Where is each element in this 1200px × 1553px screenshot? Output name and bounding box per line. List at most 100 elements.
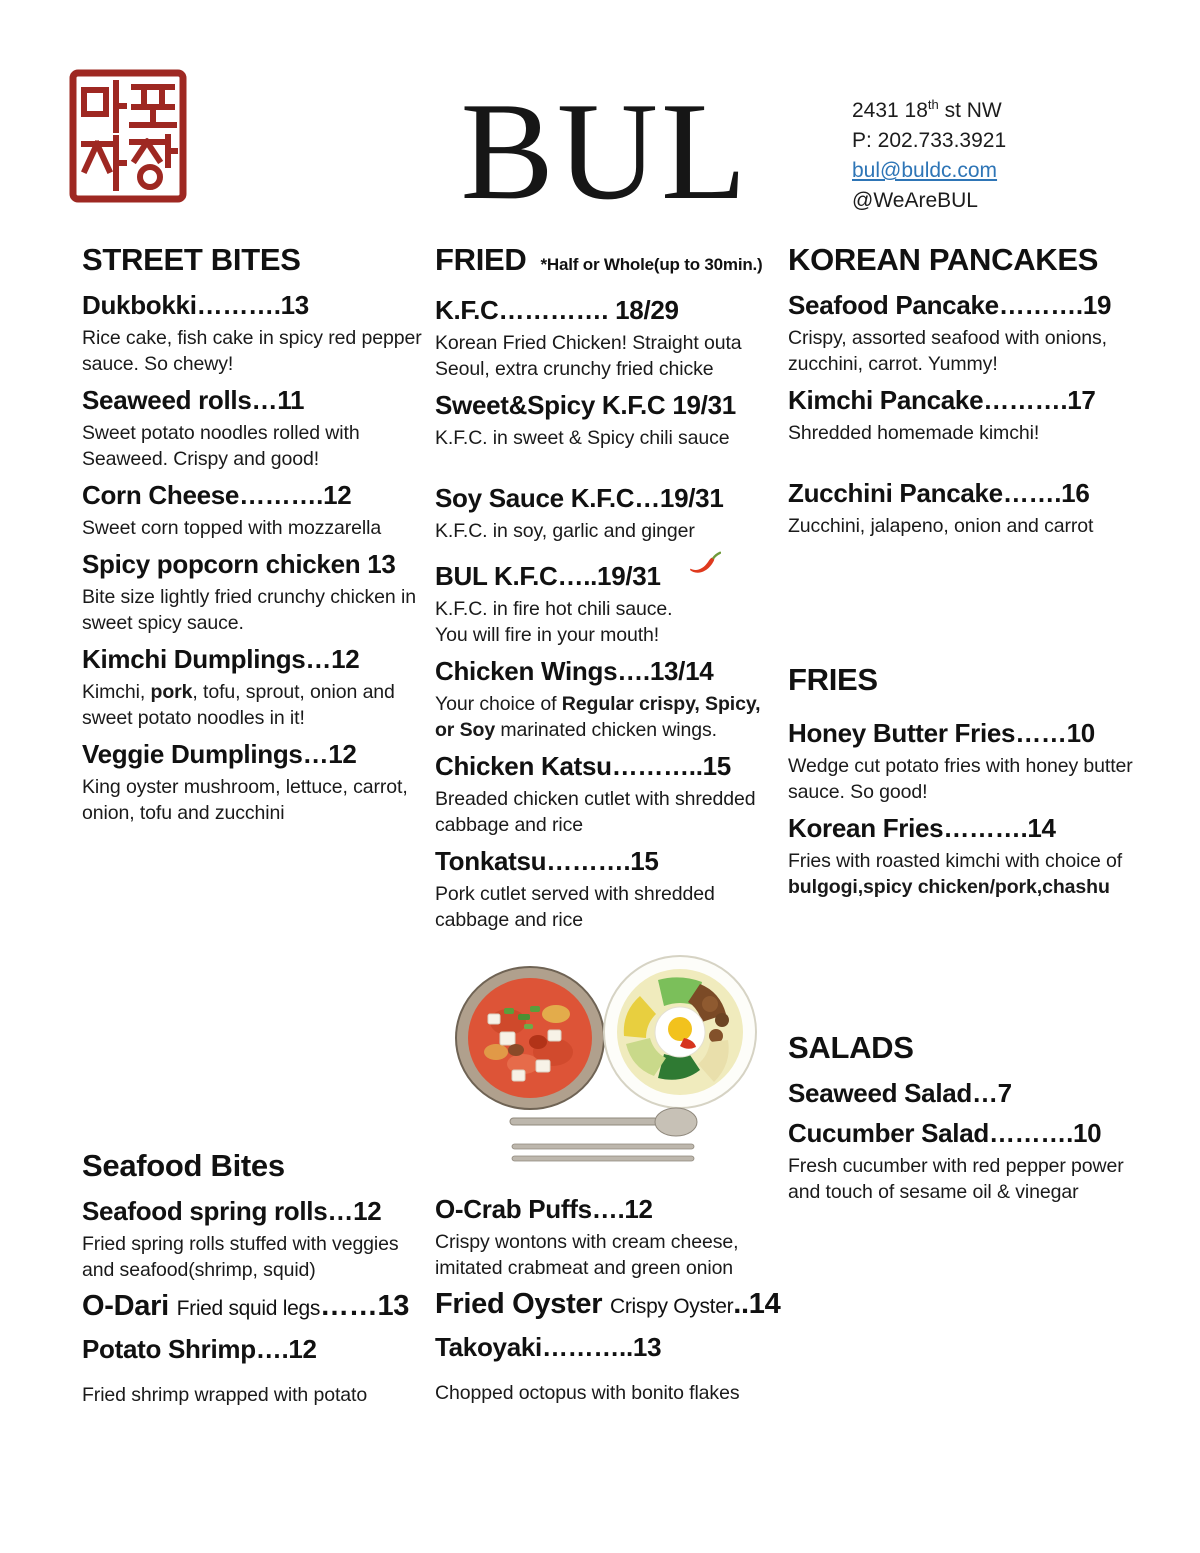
section-title-fried: FRIED *Half or Whole(up to 30min.) xyxy=(435,240,783,285)
section-fries: FRIES Honey Butter Fries……10 Wedge cut pot… xyxy=(788,660,1153,900)
menu-item-name: Fried Oyster Crispy Oyster..14 xyxy=(435,1287,787,1324)
food-illustration xyxy=(448,952,763,1174)
menu-item-desc: Rice cake, fish cake in spicy red pepper… xyxy=(82,327,422,375)
menu-item-desc: Pork cutlet served with shredded cabbage… xyxy=(435,883,715,931)
menu-item-name: Korean Fries……….14 xyxy=(788,813,1056,843)
address-text: 2431 18 xyxy=(852,99,928,122)
address-line: 2431 18th st NW xyxy=(852,90,1006,126)
menu-item-desc: Fresh cucumber with red pepper power and… xyxy=(788,1155,1124,1203)
menu-item-name: Kimchi Pancake……….17 xyxy=(788,385,1096,415)
menu-item-desc: Sweet corn topped with mozzarella xyxy=(82,517,382,539)
section-title-text: FRIED xyxy=(435,242,527,277)
chopsticks xyxy=(511,1143,695,1162)
menu-item-name: Zucchini Pancake…….16 xyxy=(788,478,1090,508)
menu-item-desc: Shredded homemade kimchi! xyxy=(788,422,1040,444)
menu-item-name: Takoyaki………..13 xyxy=(435,1332,662,1362)
menu-item-desc: Korean Fried Chicken! Straight outa Seou… xyxy=(435,332,742,380)
menu-item-desc: Your choice of Regular crispy, Spicy, or… xyxy=(435,691,783,743)
menu-item-name-part: O-Dari xyxy=(82,1290,177,1322)
menu-item: Potato Shrimp….12 Fried shrimp wrapped wi… xyxy=(82,1332,434,1408)
menu-item-name: Sweet&Spicy K.F.C 19/31 xyxy=(435,390,736,420)
korean-seal-stamp-graphic xyxy=(69,69,187,203)
menu-item-desc-part: , tofu, sprout, onion and sweet potato n… xyxy=(82,681,395,729)
menu-item-desc: Crispy wontons with cream cheese, imitat… xyxy=(435,1231,739,1279)
menu-item: Kimchi Dumplings…12 Kimchi, pork, tofu, s… xyxy=(82,642,434,731)
menu-item: Seaweed Salad…7 xyxy=(788,1076,1153,1110)
menu-item-desc-part: Your choice of xyxy=(435,693,562,715)
menu-item-desc: Crispy, assorted seafood with onions, zu… xyxy=(788,327,1107,375)
section-title-text: FRIES xyxy=(788,662,878,697)
menu-item-desc-part: pork xyxy=(150,681,193,703)
menu-item: Fried Oyster Crispy Oyster..14 xyxy=(435,1287,787,1324)
menu-item-name: Chicken Wings….13/14 xyxy=(435,656,714,686)
menu-item-desc: Fries with roasted kimchi with choice of… xyxy=(788,848,1153,900)
menu-item: Sweet&Spicy K.F.C 19/31 K.F.C. in sweet &… xyxy=(435,388,783,451)
menu-item-name-part: Crispy Oyster xyxy=(610,1295,734,1318)
menu-item: Takoyaki………..13 Chopped octopus with boni… xyxy=(435,1330,787,1406)
menu-item-desc-part: Kimchi, xyxy=(82,681,151,703)
menu-item-desc: K.F.C. in soy, garlic and ginger xyxy=(435,520,695,542)
menu-item-name: Potato Shrimp….12 xyxy=(82,1334,317,1364)
menu-item: Corn Cheese……….12 Sweet corn topped with … xyxy=(82,478,434,541)
contact-info: 2431 18th st NW P: 202.733.3921 bul@buld… xyxy=(852,90,1006,216)
menu-item-name-part: Fried squid legs xyxy=(176,1297,321,1320)
menu-item-desc: Wedge cut potato fries with honey butter… xyxy=(788,755,1133,803)
menu-item: Spicy popcorn chicken 13 Bite size lightl… xyxy=(82,547,434,636)
menu-item: O-Crab Puffs….12 Crispy wontons with crea… xyxy=(435,1192,787,1281)
menu-item-desc: King oyster mushroom, lettuce, carrot, o… xyxy=(82,776,408,824)
menu-item: Chicken Wings….13/14 Your choice of Regul… xyxy=(435,654,783,743)
korean-seal-stamp-icon xyxy=(66,66,190,206)
menu-item: K.F.C…………. 18/29 Korean Fried Chicken! St… xyxy=(435,293,783,382)
section-street-bites: STREET BITES Dukbokki……….13 Rice cake, fis… xyxy=(82,240,434,826)
menu-item: Seafood Pancake……….19 Crispy, assorted se… xyxy=(788,288,1153,377)
section-title-text: SALADS xyxy=(788,1030,914,1065)
menu-item-name: Veggie Dumplings…12 xyxy=(82,739,357,769)
menu-item-desc: Bite size lightly fried crunchy chicken … xyxy=(82,586,416,634)
menu-item-name: Dukbokki……….13 xyxy=(82,290,309,320)
section-salads: SALADS Seaweed Salad…7 Cucumber Salad……….1… xyxy=(788,1028,1153,1205)
menu-item: Tonkatsu……….15 Pork cutlet served with sh… xyxy=(435,844,783,933)
menu-item: Seaweed rolls…11 Sweet potato noodles rol… xyxy=(82,383,434,472)
menu-item-name: Corn Cheese……….12 xyxy=(82,480,352,510)
section-title-text: STREET BITES xyxy=(82,242,301,277)
menu-item-desc-part: bulgogi,spicy chicken/pork,chashu xyxy=(788,876,1110,898)
section-korean-pancakes: KOREAN PANCAKES Seafood Pancake……….19 Cris… xyxy=(788,240,1153,539)
section-seafood-bites: Seafood Bites Seafood spring rolls…12 Frie… xyxy=(82,1146,434,1408)
social-handle: @WeAreBUL xyxy=(852,189,978,212)
section-title-fries: FRIES xyxy=(788,660,1153,700)
menu-item-name: K.F.C…………. 18/29 xyxy=(435,295,679,325)
half-or-whole-note: *Half or Whole(up to 30min.) xyxy=(540,255,763,274)
food-illustration-graphic xyxy=(455,955,757,1162)
menu-item-desc: Breaded chicken cutlet with shredded cab… xyxy=(435,788,756,836)
phone-line: P: 202.733.3921 xyxy=(852,129,1007,152)
menu-item-desc-part: Regular crispy, Spicy, or Soy xyxy=(435,693,761,741)
menu-item-name: Seaweed Salad…7 xyxy=(788,1078,1012,1108)
menu-item-desc-part: marinated chicken wings. xyxy=(495,719,717,741)
email-link[interactable]: bul@buldc.com xyxy=(852,159,998,182)
menu-item-desc: Sweet potato noodles rolled with Seaweed… xyxy=(82,422,360,470)
menu-item: Kimchi Pancake……….17 Shredded homemade ki… xyxy=(788,383,1153,446)
menu-item-name: Spicy popcorn chicken 13 xyxy=(82,549,396,579)
menu-item-name-part: Fried Oyster xyxy=(435,1288,610,1320)
section-title-text: Seafood Bites xyxy=(82,1148,285,1183)
menu-item-name: Seafood spring rolls…12 xyxy=(82,1196,382,1226)
menu-item-desc: Fried spring rolls stuffed with veggies … xyxy=(82,1233,399,1281)
section-fried: FRIED *Half or Whole(up to 30min.) K.F.C……… xyxy=(435,240,783,933)
spoon xyxy=(509,1107,698,1137)
menu-item-name: Seafood Pancake……….19 xyxy=(788,290,1112,320)
menu-item-name: Seaweed rolls…11 xyxy=(82,385,305,415)
kimchi-stew-bowl xyxy=(455,966,605,1110)
menu-item-desc-part: Fries with roasted kimchi with choice of xyxy=(788,850,1123,872)
menu-item-desc: Kimchi, pork, tofu, sprout, onion and sw… xyxy=(82,679,434,731)
menu-item-name-part: ……13 xyxy=(320,1290,410,1322)
email-line: bul@buldc.com xyxy=(852,156,1006,186)
menu-item: O-Dari Fried squid legs……13 xyxy=(82,1289,434,1326)
menu-item: Soy Sauce K.F.C…19/31 K.F.C. in soy, garl… xyxy=(435,481,783,544)
chili-pepper-icon xyxy=(687,550,721,585)
bibimbap-plate xyxy=(603,955,757,1109)
menu-item: Chicken Katsu………..15 Breaded chicken cutl… xyxy=(435,749,783,838)
menu-item-name: BUL K.F.C…..19/31 xyxy=(435,550,783,593)
menu-item: Veggie Dumplings…12 King oyster mushroom,… xyxy=(82,737,434,826)
menu-item-desc: Chopped octopus with bonito flakes xyxy=(435,1382,740,1404)
